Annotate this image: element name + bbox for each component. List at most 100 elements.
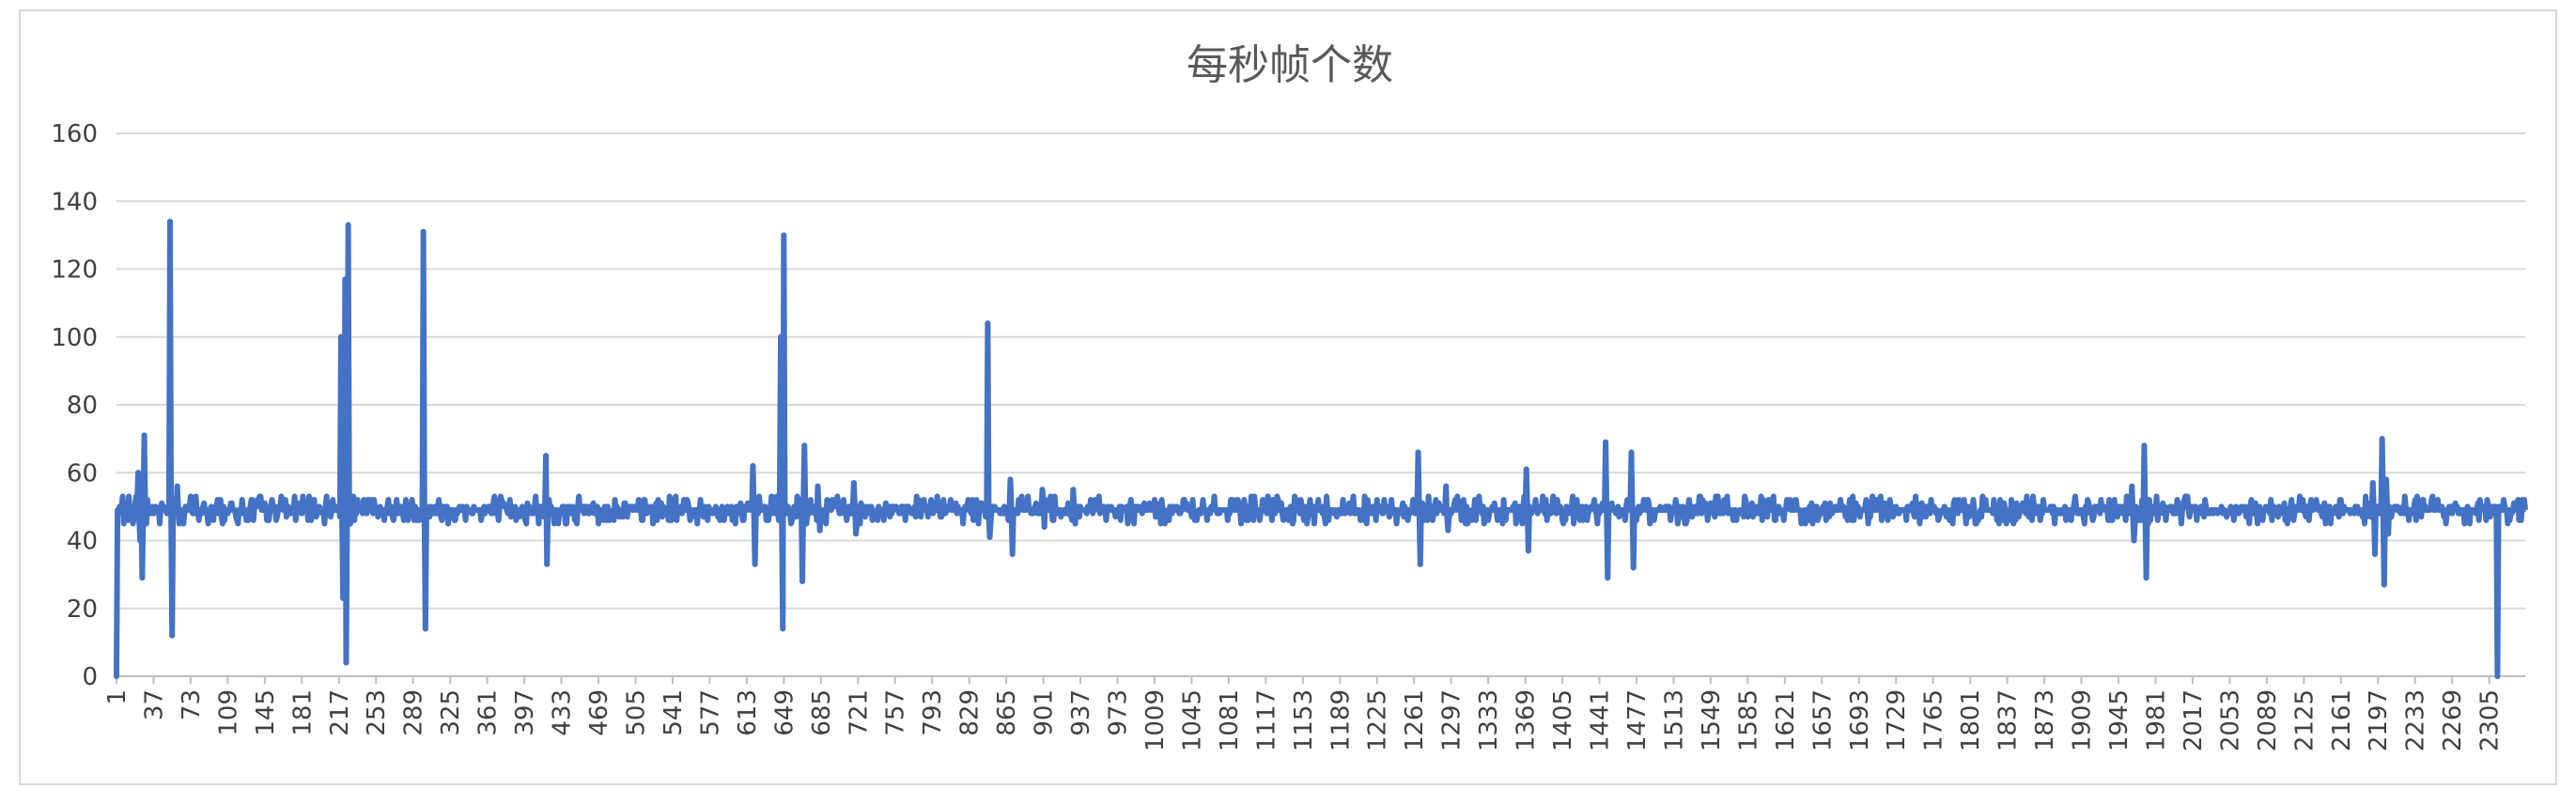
data-point (422, 626, 428, 632)
data-point (816, 527, 823, 533)
data-point (801, 442, 808, 449)
data-point (544, 561, 551, 567)
x-tick-label: 757 (882, 689, 910, 736)
x-tick-label: 1189 (1327, 689, 1355, 751)
data-point (780, 626, 786, 632)
x-tick-label: 577 (696, 689, 724, 736)
data-point (167, 218, 174, 224)
x-tick-label: 2305 (2476, 689, 2505, 751)
x-tick-label: 73 (178, 689, 206, 720)
data-point (2369, 480, 2376, 487)
x-tick-label: 37 (140, 689, 168, 720)
data-point (342, 276, 349, 283)
x-tick-label: 2161 (2328, 689, 2356, 751)
x-tick-label: 1477 (1623, 689, 1652, 751)
x-tick-label: 541 (660, 689, 688, 736)
data-point (752, 561, 758, 567)
y-tick-label: 20 (67, 595, 98, 624)
x-tick-label: 397 (511, 689, 539, 736)
x-tick-label: 217 (326, 689, 354, 736)
x-tick-label: 361 (474, 689, 503, 736)
x-tick-label: 1729 (1883, 689, 1911, 751)
x-tick-label: 1081 (1216, 689, 1244, 751)
data-point (169, 632, 176, 639)
data-point (2141, 442, 2148, 449)
y-tick-label: 60 (67, 459, 98, 487)
x-tick-label: 1873 (2031, 689, 2059, 751)
data-point (853, 531, 860, 537)
data-point (174, 483, 180, 489)
x-tick-label: 1801 (1957, 689, 1985, 751)
data-point (1523, 466, 1529, 472)
data-point (420, 228, 427, 235)
data-point (543, 453, 550, 459)
data-point (803, 520, 810, 527)
x-tick-label: 289 (400, 689, 428, 736)
series-line (114, 218, 2528, 679)
x-tick-label: 1585 (1734, 689, 1762, 751)
data-point (1603, 439, 1609, 445)
x-tick-label: 1513 (1660, 689, 1688, 751)
x-tick-label: 829 (956, 689, 985, 736)
data-point (2129, 483, 2135, 489)
x-tick-label: 1945 (2105, 689, 2134, 751)
x-tick-label: 145 (252, 689, 280, 736)
data-point (2492, 503, 2499, 510)
data-point (778, 333, 784, 340)
x-tick-label: 901 (1031, 689, 1059, 736)
x-tick-label: 1549 (1698, 689, 1726, 751)
data-point (1443, 483, 1450, 489)
x-tick-label: 2053 (2216, 689, 2244, 751)
x-tick-label: 1837 (1994, 689, 2023, 751)
data-point (2379, 436, 2385, 442)
data-point (815, 483, 821, 489)
x-tick-label: 253 (363, 689, 391, 736)
data-point (781, 232, 787, 239)
x-tick-label: 2125 (2290, 689, 2319, 751)
x-tick-label: 1333 (1475, 689, 1503, 751)
data-point (799, 578, 806, 584)
data-point (1445, 527, 1451, 533)
x-tick-label: 1981 (2142, 689, 2170, 751)
data-point (343, 659, 349, 666)
x-tick-label: 1045 (1178, 689, 1206, 751)
data-point (143, 520, 149, 527)
x-tick-label: 433 (549, 689, 577, 736)
data-point (1039, 487, 1046, 493)
data-point (783, 510, 789, 517)
x-tick-label: 2017 (2180, 689, 2208, 751)
x-tick-label: 2233 (2402, 689, 2430, 751)
x-tick-label: 1657 (1808, 689, 1837, 751)
data-point (1415, 449, 1421, 456)
chart-frame: 每秒帧个数 0 20 40 60 80 100 120 140 160 1 37 73 109 145 1… (19, 9, 2557, 785)
x-tick-label: 721 (845, 689, 873, 736)
data-point (2494, 673, 2501, 679)
data-point (2385, 531, 2392, 537)
data-point (135, 470, 142, 476)
x-tick-label: 2269 (2439, 689, 2467, 751)
data-point (345, 222, 351, 228)
data-point (1041, 524, 1047, 531)
y-tick-label: 120 (51, 256, 98, 285)
x-tick-label: 937 (1067, 689, 1095, 736)
x-tick-label: 685 (808, 689, 836, 736)
x-tick-label: 1621 (1772, 689, 1800, 751)
x-tick-label: 1297 (1438, 689, 1466, 751)
data-point (137, 537, 144, 544)
x-tick-label: 2197 (2365, 689, 2393, 751)
data-point (2383, 476, 2390, 483)
x-tick-label: 973 (1105, 689, 1133, 736)
y-tick-label: 0 (82, 663, 98, 691)
chart-title: 每秒帧个数 (1187, 41, 1393, 89)
x-tick-label: 1261 (1401, 689, 1429, 751)
data-point (850, 480, 857, 487)
x-tick-label: 1765 (1920, 689, 1948, 751)
data-point (2131, 537, 2137, 544)
x-tick-label: 1225 (1364, 689, 1392, 751)
x-tick-label: 1009 (1141, 689, 1170, 751)
x-tick-label: 1693 (1846, 689, 1874, 751)
data-point (1072, 520, 1079, 527)
x-tick-label: 1909 (2069, 689, 2097, 751)
data-point (337, 333, 344, 340)
data-point (986, 533, 993, 540)
